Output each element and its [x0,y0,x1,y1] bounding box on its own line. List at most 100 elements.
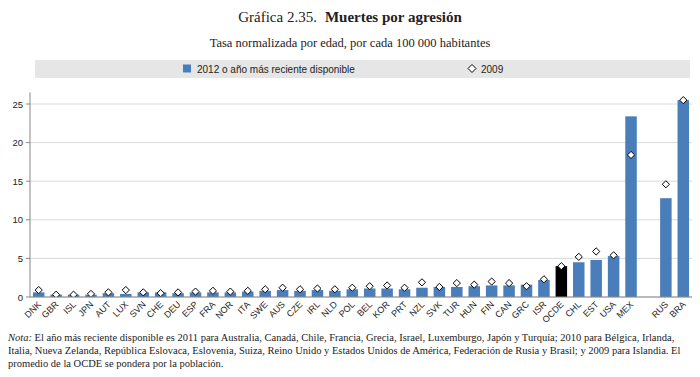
x-axis-line [30,297,692,298]
category-label: POL [337,299,357,319]
legend-label: 2009 [481,64,504,75]
category-label: KOR [371,299,392,320]
category-label: GRC [510,299,532,321]
note-label: Nota: [8,332,32,343]
category-label: NZL [407,299,426,318]
grid-line [30,142,692,143]
marker [331,286,338,293]
tick-label: 0 [18,292,23,303]
grid-line [30,258,692,259]
marker [436,283,443,290]
bar [486,285,497,297]
bar [416,288,427,297]
marker [209,287,216,294]
tick-label: 10 [12,214,23,225]
category-label: EST [581,299,601,319]
marker [558,263,565,270]
marker [505,280,512,287]
marker [70,291,77,297]
category-label: AUT [93,299,113,319]
category-label: CAN [493,299,514,320]
category-label: CHL [563,299,583,319]
category-label: TUR [441,299,462,320]
bar [678,100,689,297]
title-text: Muertes por agresión [325,9,463,25]
marker [87,290,94,297]
marker [262,286,269,293]
category-label: NLD [319,299,339,319]
marker [662,181,669,188]
marker [366,283,373,290]
category-label: ISL [61,299,78,316]
category-label: SWE [248,299,270,321]
legend-swatch [468,65,476,73]
legend-swatch [183,65,191,73]
legend: 2012 o año más reciente disponible 2009 [35,60,690,78]
tick-mark [26,219,30,220]
marker [227,288,234,295]
marker [488,278,495,285]
y-axis: 0 5 10 15 20 25 [12,92,692,302]
tick-mark [26,297,30,298]
marks [33,97,689,297]
category-label: GBR [40,299,61,320]
category-label: RUS [650,299,671,320]
marker [244,287,251,294]
category-label: USA [598,299,618,319]
marker [35,286,42,293]
subtitle: Tasa normalizada por edad, por cada 100 … [210,36,491,50]
marker [140,289,147,296]
bar [573,262,584,297]
bar [381,289,392,297]
marker [610,252,617,259]
tick-label: 20 [12,137,23,148]
bar [625,116,636,297]
legend-label: 2012 o año más reciente disponible [197,64,355,75]
bar [660,198,671,297]
category-label: FRA [198,299,218,319]
category-label: CHE [145,299,166,320]
marker [349,284,356,291]
marker [540,276,547,283]
category-label: HUN [458,299,479,320]
category-label: JPN [76,299,95,318]
title: Gráfica 2.35. Muertes por agresión [238,9,462,25]
category-label: BRA [668,299,688,319]
category-label: DNK [23,299,44,320]
bar [608,256,619,297]
grid-line [30,104,692,105]
marker [471,281,478,288]
tick-mark [26,181,30,182]
marker [401,284,408,291]
marker [279,284,286,291]
marker [174,289,181,296]
bar [556,266,567,297]
marker [105,289,112,296]
category-label: MEX [615,299,636,320]
axis-line [30,92,31,297]
tick-label: 25 [12,99,23,110]
marker [593,248,600,255]
tick-label: 5 [18,253,23,264]
marker [314,285,321,292]
marker [680,97,687,104]
legend-box [35,60,690,78]
category-label: BEL [355,299,374,318]
marker [53,291,60,297]
category-label: NOR [214,299,236,321]
category-label: SVN [127,299,147,319]
marker [296,286,303,293]
marker [418,279,425,286]
grid-line [30,181,692,182]
title-number: Gráfica 2.35. [238,9,317,25]
category-label: PRT [389,299,409,319]
grid-line [30,219,692,220]
marker [627,151,634,158]
marker [453,280,460,287]
marker [192,288,199,295]
tick-mark [26,104,30,105]
marker [122,286,129,293]
category-label: ESP [180,299,200,319]
tick-label: 15 [12,176,23,187]
grid-line [30,297,692,298]
